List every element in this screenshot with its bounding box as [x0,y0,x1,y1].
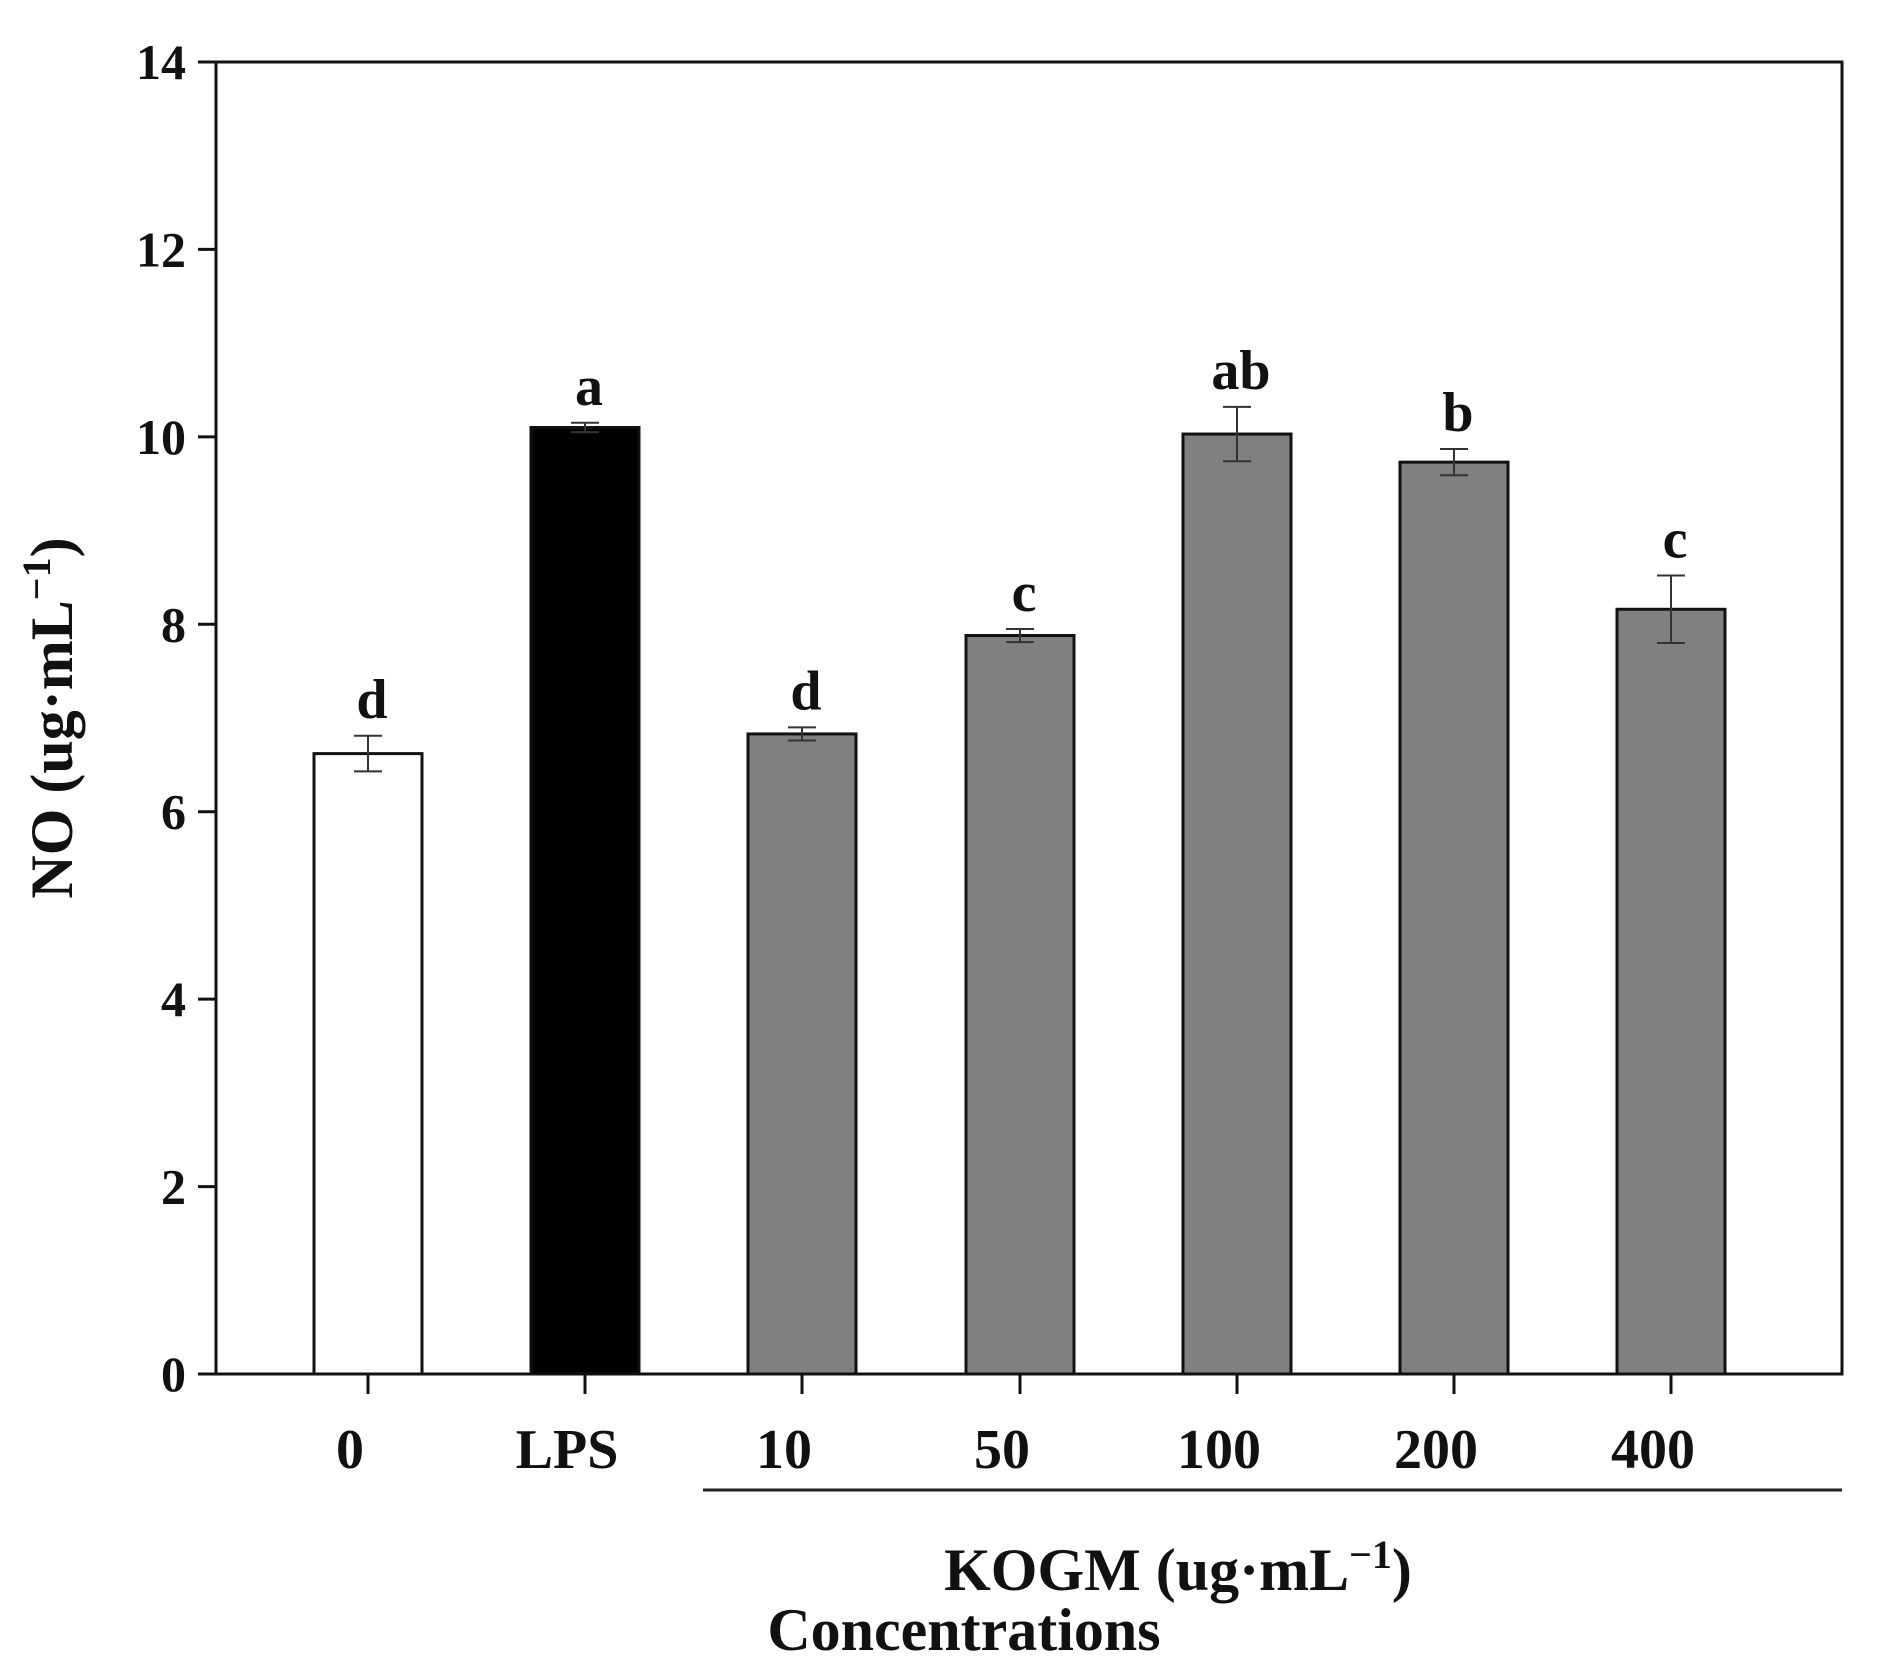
x-tick-label: LPS [516,1419,619,1481]
bar [1181,432,1293,1376]
plot-area: d a d c ab b c [312,340,1727,1376]
bar [312,752,424,1376]
y-tick-label: 10 [136,409,186,465]
x-tick-label: 100 [1177,1419,1261,1481]
y-tick-label: 14 [136,34,186,90]
significance-label: d [356,669,387,731]
significance-label: c [1012,562,1037,624]
significance-label: c [1663,509,1688,571]
x-tick-label: 400 [1611,1419,1695,1481]
bar [1615,607,1727,1376]
x-tick-label: 0 [336,1419,364,1481]
x-axis-title: Concentrations [767,1597,1160,1663]
plot-frame [214,60,1844,1376]
y-tick-label: 0 [161,1346,186,1402]
bar [964,634,1076,1376]
significance-label: ab [1211,340,1270,402]
y-tick-label: 8 [161,596,186,652]
x-tick-label: 50 [974,1419,1030,1481]
bar [746,732,858,1376]
bar [1398,460,1510,1376]
significance-label: b [1442,382,1473,444]
y-axis: 0 2 4 6 8 10 12 14 [136,34,216,1402]
y-axis-title: NO (ug·mL−1) [14,537,85,898]
y-tick-label: 2 [161,1159,186,1215]
bar [529,425,641,1376]
x-tick-label: 200 [1394,1419,1478,1481]
y-tick-label: 4 [161,971,186,1027]
y-tick-label: 6 [161,784,186,840]
x-tick-label: 10 [756,1419,812,1481]
x-axis: 0 LPS 10 50 100 200 400 [336,1374,1695,1481]
y-tick-label: 12 [136,221,186,277]
significance-label: a [575,356,603,418]
group-title: KOGM (ug·mL−1) [944,1532,1412,1603]
significance-label: d [790,660,821,722]
